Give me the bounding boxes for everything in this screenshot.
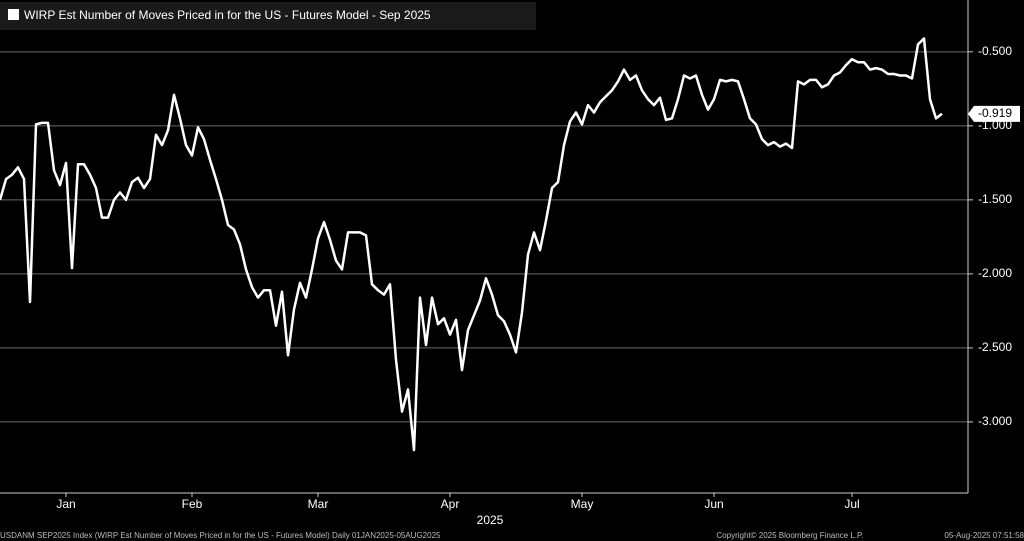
x-tick-label: Jan xyxy=(56,497,75,511)
x-tick-label: Apr xyxy=(441,497,460,511)
y-tick-label: -1.500 xyxy=(978,192,1012,206)
x-tick-label: Jul xyxy=(844,497,859,511)
y-tick-label: -2.500 xyxy=(978,340,1012,354)
footer-source: USDANM SEP2025 Index (WIRP Est Number of… xyxy=(0,531,441,540)
x-tick-label: Feb xyxy=(182,497,203,511)
last-value-label: -0.919 xyxy=(978,106,1012,120)
legend-swatch xyxy=(8,9,19,20)
legend-box xyxy=(0,2,536,30)
x-tick-label: Mar xyxy=(308,497,329,511)
y-tick-label: -2.000 xyxy=(978,266,1012,280)
y-tick-label: -0.500 xyxy=(978,44,1012,58)
footer-copyright: Copyright© 2025 Bloomberg Finance L.P. xyxy=(716,531,863,540)
x-axis-label: 2025 xyxy=(477,513,504,527)
legend-label: WIRP Est Number of Moves Priced in for t… xyxy=(24,8,431,22)
x-tick-label: Jun xyxy=(704,497,723,511)
x-tick-label: May xyxy=(571,497,594,511)
series-line xyxy=(0,37,943,452)
footer-timestamp: 05-Aug-2025 07:51:58 xyxy=(944,531,1024,540)
last-value-box xyxy=(968,105,1020,122)
y-tick-label: -3.000 xyxy=(978,414,1012,428)
